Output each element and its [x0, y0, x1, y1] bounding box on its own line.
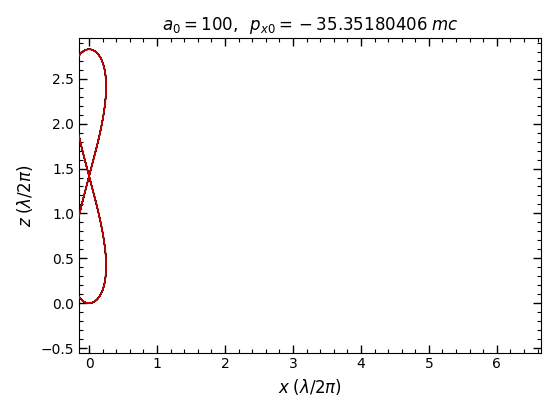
X-axis label: $x\; (\lambda/2\pi)$: $x\; (\lambda/2\pi)$ — [278, 377, 342, 397]
Title: $a_0=100,\;\; p_{x0}=-35.35180406\; mc$: $a_0=100,\;\; p_{x0}=-35.35180406\; mc$ — [162, 15, 458, 36]
Y-axis label: $z\; (\lambda/2\pi)$: $z\; (\lambda/2\pi)$ — [15, 164, 35, 227]
